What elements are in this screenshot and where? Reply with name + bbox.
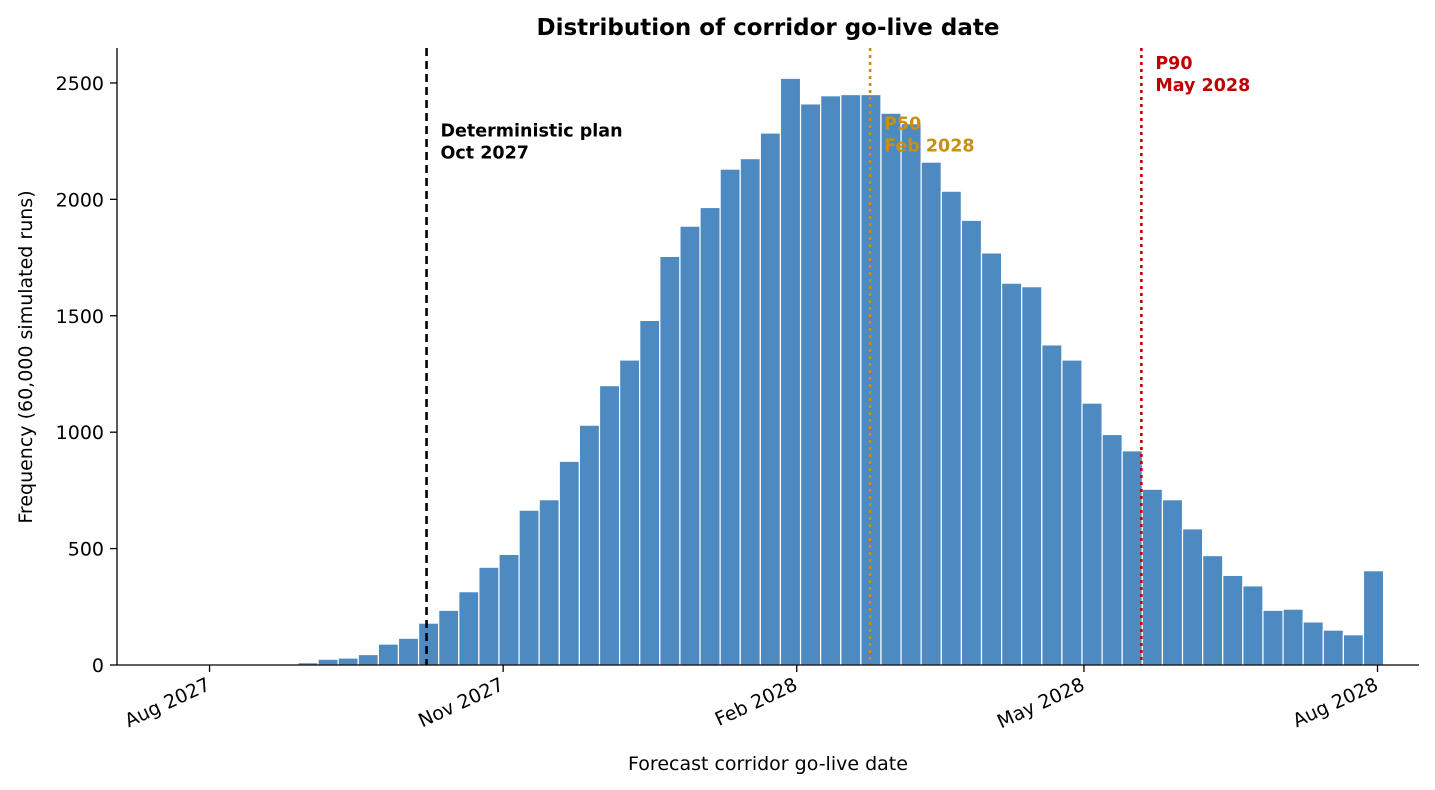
- chart-title: Distribution of corridor go-live date: [537, 15, 1000, 41]
- histogram-bar: [1242, 585, 1264, 666]
- y-tick-label: 2500: [56, 73, 104, 95]
- reference-line-label: P50: [884, 114, 921, 134]
- y-tick-label: 0: [92, 655, 104, 677]
- y-axis-label: Frequency (60,000 simulated runs): [15, 190, 37, 523]
- histogram-bar: [920, 161, 942, 666]
- y-tick-label: 1000: [56, 422, 104, 444]
- x-tick-label: Nov 2027: [415, 674, 507, 733]
- histogram-bar: [1141, 488, 1164, 666]
- histogram-bar: [719, 168, 741, 666]
- histogram-bar: [498, 553, 520, 666]
- histogram-bar: [619, 359, 641, 666]
- histogram-bar: [377, 643, 400, 666]
- histogram-bar: [799, 103, 822, 666]
- histogram-bar: [639, 319, 661, 666]
- histogram-bar: [1222, 574, 1244, 666]
- histogram-bar: [1041, 344, 1063, 666]
- bars-group: [277, 77, 1385, 666]
- histogram-bar: [397, 637, 420, 666]
- histogram-bar: [1302, 621, 1324, 666]
- histogram-bar: [840, 93, 862, 666]
- y-tick-label: 2000: [56, 189, 104, 211]
- histogram-bar: [820, 95, 842, 666]
- histogram-bar: [880, 112, 902, 666]
- y-tick-label: 500: [68, 539, 104, 561]
- histogram-bar: [1262, 609, 1284, 666]
- histogram-bar: [1021, 286, 1043, 666]
- histogram-bar: [317, 658, 339, 666]
- y-tick-label: 1500: [56, 306, 104, 328]
- histogram-bar: [1342, 634, 1365, 666]
- histogram-bar: [1181, 528, 1204, 666]
- histogram-bar: [1061, 359, 1083, 666]
- histogram-bar: [1101, 433, 1123, 666]
- histogram-bar: [900, 123, 922, 666]
- histogram-bar: [940, 190, 962, 666]
- histogram-bar: [357, 653, 379, 666]
- histogram-bar: [478, 566, 500, 666]
- histogram-bar: [1121, 450, 1143, 666]
- x-tick-label: Feb 2028: [712, 674, 801, 731]
- histogram-bar: [598, 385, 621, 666]
- histogram-bar: [1282, 608, 1304, 666]
- x-tick-label: Aug 2028: [1289, 674, 1381, 733]
- histogram-bar: [518, 509, 540, 666]
- histogram-bar: [438, 609, 460, 666]
- histogram-bar: [417, 622, 440, 666]
- x-tick-label: May 2028: [994, 674, 1088, 734]
- histogram-bar: [699, 206, 721, 666]
- histogram-bar: [1161, 499, 1184, 666]
- histogram-bar: [659, 255, 681, 666]
- histogram-bar: [779, 77, 802, 666]
- histogram-bar: [960, 219, 983, 666]
- histogram-bar: [1081, 402, 1103, 666]
- histogram-bar: [759, 132, 782, 666]
- histogram-bar: [558, 460, 581, 666]
- histogram-bar: [538, 499, 560, 666]
- histogram-bar: [578, 424, 601, 666]
- histogram-bar: [1000, 282, 1023, 666]
- x-tick-label: Aug 2027: [121, 674, 213, 733]
- histogram-bar: [679, 225, 701, 666]
- reference-line-label: Oct 2027: [441, 143, 529, 163]
- histogram-bar: [337, 657, 359, 666]
- histogram-bar: [1322, 629, 1344, 666]
- x-axis-label: Forecast corridor go-live date: [628, 753, 908, 775]
- histogram-bar: [1362, 570, 1385, 666]
- reference-line-label: Feb 2028: [884, 136, 974, 156]
- reference-line-label: Deterministic plan: [441, 121, 623, 141]
- histogram-bar: [739, 157, 761, 666]
- histogram-bar: [1202, 554, 1224, 666]
- histogram-bar: [458, 591, 480, 666]
- reference-line-label: May 2028: [1155, 76, 1250, 96]
- reference-line-label: P90: [1155, 54, 1192, 74]
- histogram-bar: [980, 252, 1003, 666]
